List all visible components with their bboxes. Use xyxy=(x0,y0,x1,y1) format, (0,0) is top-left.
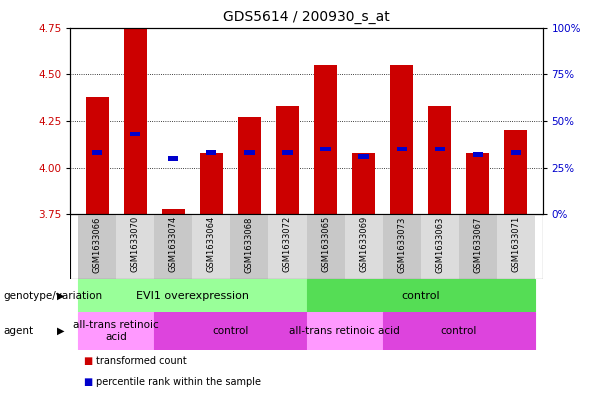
Bar xyxy=(206,150,216,155)
Bar xyxy=(390,65,413,214)
Bar xyxy=(283,150,292,155)
Bar xyxy=(497,214,535,279)
Text: genotype/variation: genotype/variation xyxy=(3,291,102,301)
Text: all-trans retinoic
acid: all-trans retinoic acid xyxy=(74,320,159,342)
Bar xyxy=(397,147,407,151)
Bar xyxy=(78,312,154,350)
Text: GSM1633072: GSM1633072 xyxy=(283,216,292,272)
Bar xyxy=(92,150,102,155)
Bar xyxy=(321,147,330,151)
Text: GSM1633064: GSM1633064 xyxy=(207,216,216,272)
Text: GSM1633065: GSM1633065 xyxy=(321,216,330,272)
Text: control: control xyxy=(402,291,440,301)
Text: GSM1633068: GSM1633068 xyxy=(245,216,254,272)
Bar xyxy=(428,106,451,214)
Bar xyxy=(383,214,421,279)
Text: ■: ■ xyxy=(83,377,92,387)
Text: all-trans retinoic acid: all-trans retinoic acid xyxy=(289,326,400,336)
Bar xyxy=(314,65,337,214)
Title: GDS5614 / 200930_s_at: GDS5614 / 200930_s_at xyxy=(223,10,390,24)
Text: GSM1633071: GSM1633071 xyxy=(511,216,520,272)
Bar xyxy=(306,279,535,312)
Bar xyxy=(383,312,535,350)
Bar xyxy=(268,214,306,279)
Bar xyxy=(359,154,369,159)
Bar xyxy=(230,214,268,279)
Bar xyxy=(511,150,521,155)
Bar xyxy=(473,152,483,157)
Bar xyxy=(345,214,383,279)
Bar xyxy=(192,214,230,279)
Text: control: control xyxy=(212,326,248,336)
Text: GSM1633074: GSM1633074 xyxy=(169,216,178,272)
Text: GSM1633073: GSM1633073 xyxy=(397,216,406,272)
Bar xyxy=(244,150,254,155)
Text: ■: ■ xyxy=(83,356,92,366)
Bar xyxy=(421,214,459,279)
Text: EVI1 overexpression: EVI1 overexpression xyxy=(136,291,249,301)
Text: GSM1633069: GSM1633069 xyxy=(359,216,368,272)
Text: ▶: ▶ xyxy=(57,291,64,301)
Bar xyxy=(124,28,147,214)
Bar xyxy=(86,97,109,214)
Text: GSM1633063: GSM1633063 xyxy=(435,216,444,272)
Text: GSM1633066: GSM1633066 xyxy=(93,216,102,272)
Bar xyxy=(168,156,178,160)
Bar xyxy=(306,312,383,350)
Bar xyxy=(78,279,306,312)
Bar xyxy=(238,117,261,214)
Bar xyxy=(504,130,527,214)
Bar xyxy=(435,147,445,151)
Text: GSM1633070: GSM1633070 xyxy=(131,216,140,272)
Text: control: control xyxy=(441,326,477,336)
Text: agent: agent xyxy=(3,326,33,336)
Bar xyxy=(154,312,306,350)
Text: percentile rank within the sample: percentile rank within the sample xyxy=(96,377,261,387)
Bar xyxy=(78,214,116,279)
Bar xyxy=(276,106,299,214)
Text: transformed count: transformed count xyxy=(96,356,187,366)
Bar xyxy=(459,214,497,279)
Bar xyxy=(162,209,185,214)
Text: GSM1633067: GSM1633067 xyxy=(473,216,482,272)
Bar xyxy=(154,214,192,279)
Text: ▶: ▶ xyxy=(57,326,64,336)
Bar xyxy=(130,132,140,136)
Bar xyxy=(200,152,223,214)
Bar xyxy=(466,152,489,214)
Bar xyxy=(352,152,375,214)
Bar xyxy=(116,214,154,279)
Bar xyxy=(306,214,345,279)
